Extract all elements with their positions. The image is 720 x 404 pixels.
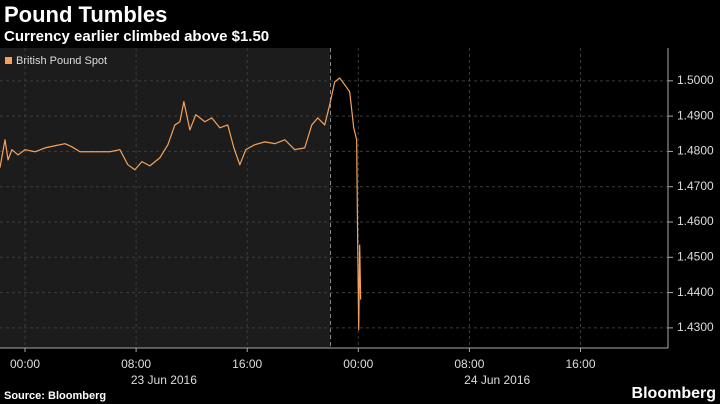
chart-title: Pound Tumbles: [4, 2, 167, 27]
y-tick-label: 1.4700: [677, 179, 714, 193]
x-date-label: 23 Jun 2016: [131, 373, 197, 387]
source: Source: Bloomberg: [4, 390, 106, 402]
y-tick-label: 1.4900: [677, 108, 714, 122]
legend-label: British Pound Spot: [16, 55, 107, 67]
x-tick-label: 08:00: [454, 357, 484, 371]
y-tick-label: 1.4400: [677, 285, 714, 299]
y-tick-label: 1.4500: [677, 249, 714, 263]
x-tick-label: 16:00: [565, 357, 595, 371]
x-tick-label: 00:00: [343, 357, 373, 371]
price-line: [0, 77, 362, 331]
x-tick-label: 00:00: [10, 357, 40, 371]
y-tick-label: 1.4800: [677, 144, 714, 158]
y-tick-label: 1.5000: [677, 73, 714, 87]
shaded-region: [0, 48, 331, 348]
chart-subtitle: Currency earlier climbed above $1.50: [4, 28, 269, 45]
x-tick-label: 08:00: [121, 357, 151, 371]
y-tick-label: 1.4600: [677, 214, 714, 228]
legend-swatch: [5, 57, 12, 64]
x-date-label: 24 Jun 2016: [464, 373, 530, 387]
brand: Bloomberg: [632, 385, 716, 402]
x-tick-label: 16:00: [232, 357, 262, 371]
y-tick-label: 1.4300: [677, 320, 714, 334]
